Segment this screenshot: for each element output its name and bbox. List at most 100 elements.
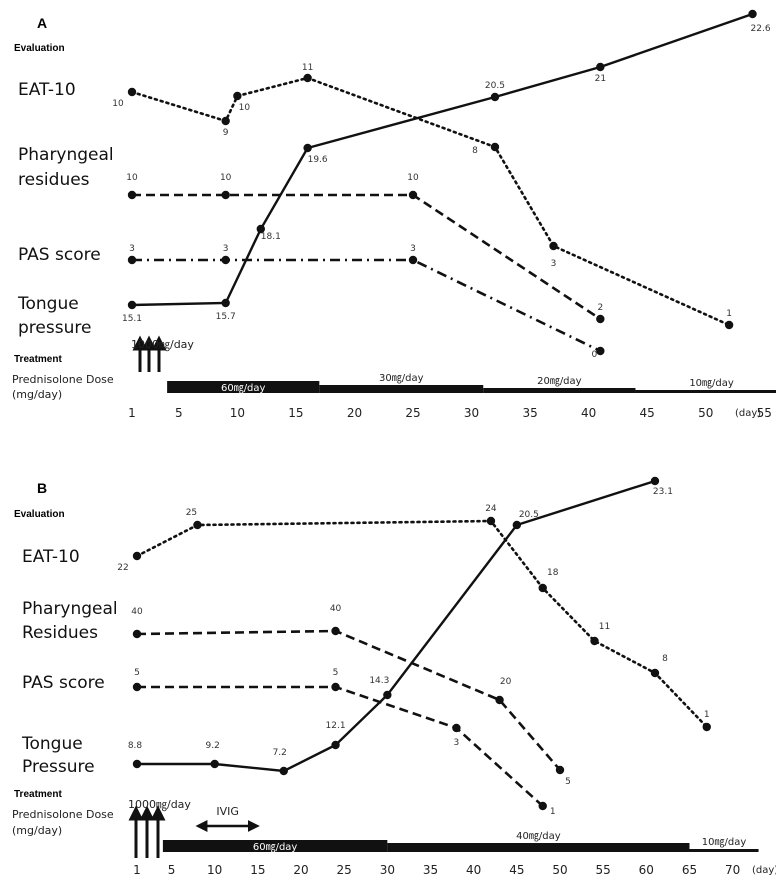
- dose-label: Prednisolone Dose: [12, 373, 114, 386]
- x-tick-label: 35: [423, 863, 438, 877]
- data-point: [127, 300, 137, 310]
- data-label: 10: [407, 173, 419, 183]
- data-point: [233, 91, 242, 101]
- data-point: [486, 516, 496, 526]
- data-label: 22.6: [751, 24, 771, 34]
- dose-bar-label: 30㎎/day: [379, 373, 424, 384]
- data-point: [331, 682, 340, 692]
- data-label: 8: [472, 146, 478, 156]
- data-point: [596, 62, 605, 72]
- series-line-pas-score: [132, 258, 601, 353]
- data-label: 12.1: [326, 721, 346, 731]
- data-point: [650, 476, 660, 486]
- data-point: [590, 636, 599, 646]
- data-point: [748, 9, 757, 19]
- data-label: 0: [591, 350, 597, 360]
- x-tick-label: 65: [682, 863, 697, 877]
- dose-bar: [167, 381, 320, 393]
- data-point: [555, 765, 565, 775]
- data-point: [221, 116, 230, 126]
- x-tick-label: 20: [347, 406, 362, 420]
- series-line-pharyngeal-residues: [132, 193, 602, 321]
- data-point: [495, 695, 504, 705]
- data-label: 19.6: [308, 155, 328, 165]
- dose-bar: [635, 390, 776, 393]
- dose-bar-label: 40㎎/day: [516, 831, 561, 842]
- data-point: [303, 143, 312, 153]
- treatment-heading: Treatment: [14, 354, 62, 365]
- data-point: [303, 73, 312, 83]
- dose-bar-label: 60㎎/day: [253, 842, 298, 853]
- data-point: [383, 690, 392, 700]
- dose-label: Prednisolone Dose: [12, 808, 114, 821]
- x-tick-label: 30: [464, 406, 479, 420]
- x-tick-label: 5: [175, 406, 183, 420]
- x-tick-label: 10: [207, 863, 222, 877]
- x-tick-label: 25: [405, 406, 420, 420]
- panel-letter: A: [37, 15, 47, 31]
- data-label: 18: [547, 568, 559, 578]
- evaluation-heading: Evaluation: [14, 43, 65, 54]
- panel-b: B Evaluation Treatment EAT-10 Pharyngeal Resi…: [12, 476, 776, 877]
- dose-bar: [689, 849, 759, 852]
- data-point: [408, 255, 418, 265]
- x-tick-label: 15: [250, 863, 265, 877]
- dose-label: (mg/day): [12, 824, 62, 837]
- data-label: 10: [239, 103, 251, 113]
- data-point: [549, 241, 558, 251]
- dose-bar: [483, 388, 636, 393]
- data-label: 3: [129, 244, 135, 254]
- data-label: 11: [599, 622, 610, 632]
- x-tick-label: 40: [581, 406, 596, 420]
- data-label: 21: [595, 74, 606, 84]
- evaluation-heading: Evaluation: [14, 509, 65, 520]
- data-point: [127, 190, 137, 200]
- row-label-tongue: pressure: [18, 318, 91, 338]
- x-unit-label: (day): [752, 865, 776, 876]
- data-point: [490, 92, 500, 102]
- x-tick-label: 20: [293, 863, 308, 877]
- data-point: [127, 87, 137, 97]
- dose-bar: [162, 840, 388, 852]
- data-label: 10: [126, 173, 138, 183]
- row-label-tongue: Tongue: [21, 734, 83, 754]
- data-label: 1: [550, 807, 556, 817]
- data-label: 20.5: [485, 81, 505, 91]
- data-label: 14.3: [369, 676, 389, 686]
- data-point: [132, 682, 142, 692]
- data-point: [408, 190, 418, 200]
- row-label-tongue: Pressure: [22, 757, 95, 777]
- data-label: 8.8: [128, 741, 143, 751]
- data-point: [538, 583, 547, 593]
- data-point: [210, 759, 219, 769]
- data-label: 22: [117, 563, 128, 573]
- row-label-eat10: EAT-10: [18, 80, 76, 100]
- x-tick-label: 40: [466, 863, 481, 877]
- row-label-residues: Pharyngeal: [22, 599, 118, 619]
- row-label-eat10: EAT-10: [22, 547, 80, 567]
- data-point: [221, 298, 230, 308]
- row-label-residues: Pharyngeal: [18, 145, 114, 165]
- data-point: [650, 668, 660, 678]
- data-label: 40: [330, 604, 342, 614]
- row-label-pas: PAS score: [22, 673, 105, 693]
- data-point: [193, 520, 202, 530]
- x-tick-label: 55: [757, 406, 772, 420]
- data-label: 10: [112, 99, 124, 109]
- x-tick-label: 60: [639, 863, 654, 877]
- data-label: 15.1: [122, 314, 142, 324]
- x-tick-label: 25: [337, 863, 352, 877]
- data-label: 10: [220, 173, 232, 183]
- data-point: [127, 255, 137, 265]
- row-label-pas: PAS score: [18, 245, 101, 265]
- data-point: [256, 224, 265, 234]
- x-tick-label: 5: [168, 863, 176, 877]
- x-tick-label: 50: [698, 406, 713, 420]
- x-tick-label: 35: [522, 406, 537, 420]
- treatment-heading: Treatment: [14, 789, 62, 800]
- data-point: [221, 255, 230, 265]
- data-point: [132, 629, 142, 639]
- data-label: 25: [186, 508, 197, 518]
- data-label: 3: [410, 244, 416, 254]
